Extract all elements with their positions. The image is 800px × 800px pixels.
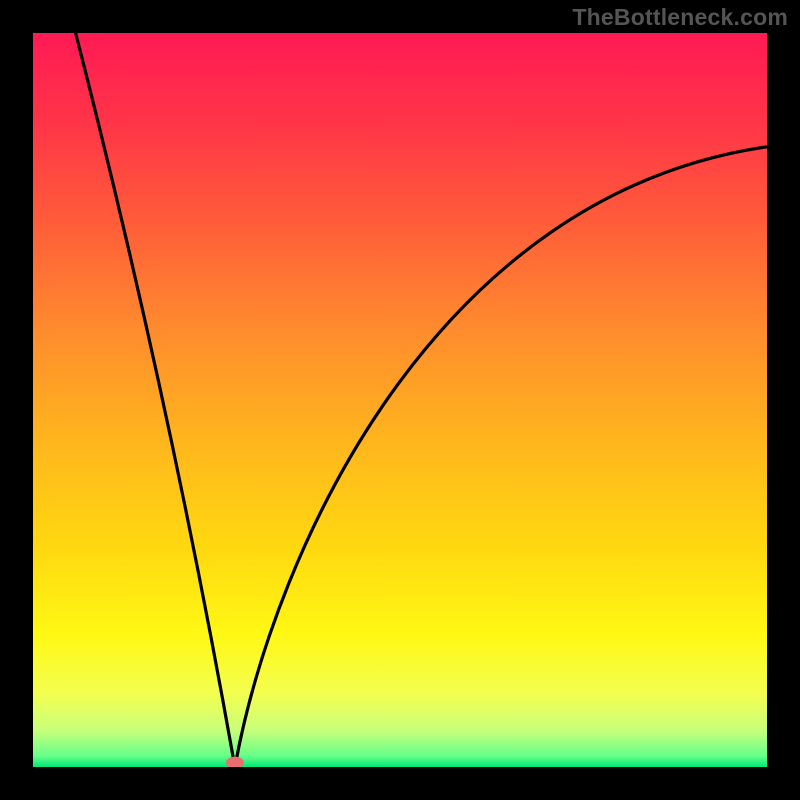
curve-svg xyxy=(33,33,767,767)
plot-area xyxy=(33,33,767,767)
chart-frame: TheBottleneck.com xyxy=(0,0,800,800)
vertex-marker xyxy=(226,757,244,767)
watermark-text: TheBottleneck.com xyxy=(572,4,788,31)
bottleneck-curve xyxy=(76,33,767,767)
